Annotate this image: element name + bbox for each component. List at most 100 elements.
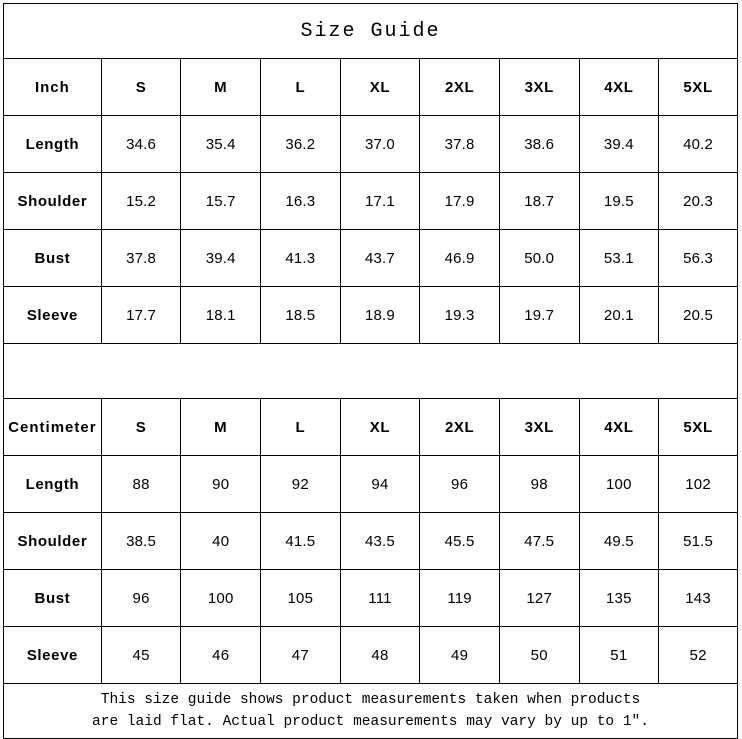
inch-size-header-2xl: 2XL [419,58,500,116]
cm-header-row: Centimeter S M L XL 2XL 3XL 4XL 5XL [3,398,738,456]
inch-size-header-3xl: 3XL [498,58,580,116]
cm-sleeve-3xl: 50 [498,626,580,684]
size-guide-table: Size Guide Inch S M L XL 2XL 3XL 4XL 5XL… [3,3,738,739]
cm-size-header-m: M [180,398,262,456]
inch-size-header-m: M [180,58,262,116]
cm-bust-2xl: 119 [419,569,500,627]
inch-bust-5xl: 56.3 [658,229,738,287]
inch-length-s: 34.6 [100,115,182,173]
table-row: Bust 96 100 105 111 119 127 135 143 [3,569,738,627]
cm-shoulder-xl: 43.5 [339,512,421,570]
inch-length-m: 35.4 [180,115,262,173]
footer-note-line-1: This size guide shows product measuremen… [100,691,641,708]
inch-shoulder-5xl: 20.3 [658,172,738,230]
cm-bust-3xl: 127 [498,569,580,627]
cm-unit-header: Centimeter [3,398,102,456]
cm-shoulder-4xl: 49.5 [578,512,660,570]
cm-length-xl: 94 [339,455,421,513]
cm-row-label-shoulder: Shoulder [3,512,102,570]
inch-row-label-length: Length [3,115,102,173]
inch-bust-3xl: 50.0 [498,229,580,287]
footer-note-line-2: are laid flat. Actual product measuremen… [92,714,649,730]
cm-length-4xl: 100 [578,455,660,513]
cm-sleeve-2xl: 49 [419,626,500,684]
cm-length-2xl: 96 [419,455,500,513]
cm-sleeve-4xl: 51 [578,626,660,684]
inch-sleeve-xl: 18.9 [339,286,421,344]
cm-length-3xl: 98 [498,455,580,513]
cm-bust-s: 96 [100,569,182,627]
cm-bust-xl: 111 [339,569,421,627]
table-row: Sleeve 45 46 47 48 49 50 51 52 [3,626,738,684]
inch-shoulder-m: 15.7 [180,172,262,230]
table-row: Length 88 90 92 94 96 98 100 102 [3,455,738,513]
inch-header-row: Inch S M L XL 2XL 3XL 4XL 5XL [3,58,738,116]
inch-bust-l: 41.3 [260,229,341,287]
cm-sleeve-xl: 48 [339,626,421,684]
inch-length-xl: 37.0 [339,115,421,173]
inch-length-2xl: 37.8 [419,115,500,173]
cm-shoulder-5xl: 51.5 [658,512,738,570]
inch-length-5xl: 40.2 [658,115,738,173]
page-title: Size Guide [3,3,738,59]
cm-size-header-l: L [260,398,341,456]
cm-size-header-5xl: 5XL [658,398,738,456]
cm-shoulder-l: 41.5 [260,512,341,570]
footer-note: This size guide shows product measuremen… [3,683,738,739]
table-row: Length 34.6 35.4 36.2 37.0 37.8 38.6 39.… [3,115,738,173]
inch-shoulder-s: 15.2 [100,172,182,230]
inch-size-header-s: S [100,58,182,116]
footer-note-row: This size guide shows product measuremen… [3,683,738,739]
inch-length-3xl: 38.6 [498,115,580,173]
inch-size-header-4xl: 4XL [578,58,660,116]
inch-shoulder-2xl: 17.9 [419,172,500,230]
inch-sleeve-3xl: 19.7 [498,286,580,344]
table-row: Shoulder 38.5 40 41.5 43.5 45.5 47.5 49.… [3,512,738,570]
inch-row-label-bust: Bust [3,229,102,287]
inch-bust-xl: 43.7 [339,229,421,287]
cm-bust-5xl: 143 [658,569,738,627]
cm-sleeve-s: 45 [100,626,182,684]
table-row: Bust 37.8 39.4 41.3 43.7 46.9 50.0 53.1 … [3,229,738,287]
inch-sleeve-s: 17.7 [100,286,182,344]
cm-shoulder-3xl: 47.5 [498,512,580,570]
cm-row-label-bust: Bust [3,569,102,627]
cm-length-m: 90 [180,455,262,513]
cm-row-label-length: Length [3,455,102,513]
inch-size-header-xl: XL [339,58,421,116]
cm-sleeve-l: 47 [260,626,341,684]
size-guide-body: Size Guide Inch S M L XL 2XL 3XL 4XL 5XL… [3,3,738,739]
inch-bust-2xl: 46.9 [419,229,500,287]
table-separator [3,343,738,399]
inch-bust-m: 39.4 [180,229,262,287]
inch-sleeve-5xl: 20.5 [658,286,738,344]
table-row: Sleeve 17.7 18.1 18.5 18.9 19.3 19.7 20.… [3,286,738,344]
inch-shoulder-4xl: 19.5 [578,172,660,230]
cm-shoulder-2xl: 45.5 [419,512,500,570]
table-row: Shoulder 15.2 15.7 16.3 17.1 17.9 18.7 1… [3,172,738,230]
cm-shoulder-s: 38.5 [100,512,182,570]
inch-bust-s: 37.8 [100,229,182,287]
inch-unit-header: Inch [3,58,102,116]
inch-sleeve-l: 18.5 [260,286,341,344]
cm-size-header-4xl: 4XL [578,398,660,456]
inch-sleeve-2xl: 19.3 [419,286,500,344]
inch-length-l: 36.2 [260,115,341,173]
inch-row-label-shoulder: Shoulder [3,172,102,230]
cm-size-header-2xl: 2XL [419,398,500,456]
inch-shoulder-l: 16.3 [260,172,341,230]
title-row: Size Guide [3,3,738,59]
cm-length-5xl: 102 [658,455,738,513]
inch-sleeve-4xl: 20.1 [578,286,660,344]
cm-length-s: 88 [100,455,182,513]
cm-bust-4xl: 135 [578,569,660,627]
inch-shoulder-xl: 17.1 [339,172,421,230]
inch-bust-4xl: 53.1 [578,229,660,287]
inch-sleeve-m: 18.1 [180,286,262,344]
inch-size-header-5xl: 5XL [658,58,738,116]
cm-size-header-s: S [100,398,182,456]
cm-bust-m: 100 [180,569,262,627]
cm-length-l: 92 [260,455,341,513]
cm-shoulder-m: 40 [180,512,262,570]
